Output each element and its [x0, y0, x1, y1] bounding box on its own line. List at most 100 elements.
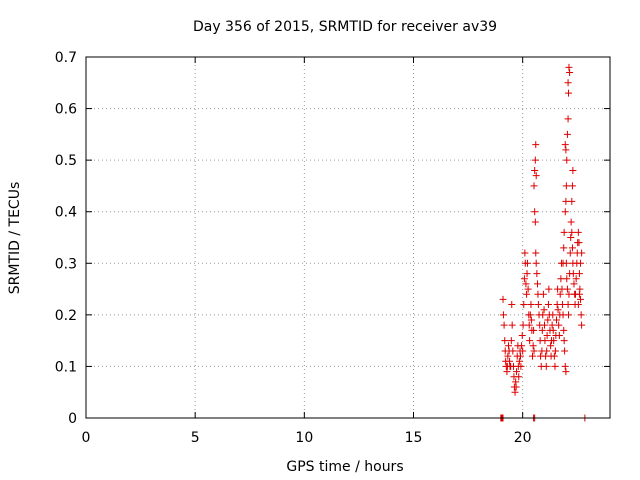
y-tick-label: 0.4 — [55, 205, 77, 221]
data-point — [554, 306, 562, 314]
data-point — [564, 115, 572, 123]
data-point — [565, 89, 573, 97]
data-point — [508, 321, 516, 329]
data-point — [565, 311, 573, 319]
data-point — [570, 280, 578, 288]
data-point — [561, 141, 569, 149]
data-point — [499, 311, 507, 319]
data-point — [549, 311, 557, 319]
data-point — [562, 259, 570, 267]
data-point — [564, 79, 572, 87]
y-axis-label: SRMTID / TECUs — [7, 182, 23, 295]
y-tick-label: 0.6 — [55, 102, 77, 118]
data-point — [551, 347, 559, 355]
data-point — [577, 259, 585, 267]
data-point — [561, 208, 569, 216]
data-point — [523, 259, 531, 267]
data-point — [555, 321, 563, 329]
data-point — [532, 141, 540, 149]
data-point — [526, 311, 534, 319]
data-point — [534, 280, 542, 288]
data-point — [567, 234, 575, 241]
data-point — [520, 275, 528, 283]
data-point — [575, 270, 583, 278]
data-point — [563, 130, 571, 138]
data-point — [562, 368, 570, 376]
plot-frame — [85, 56, 611, 419]
data-point — [523, 290, 531, 298]
y-tick-label: 0.3 — [55, 256, 77, 272]
data-point — [543, 331, 551, 339]
data-point — [550, 337, 558, 345]
y-tick-label: 0 — [68, 411, 77, 427]
data-point — [577, 295, 585, 303]
data-point — [507, 337, 515, 345]
data-point — [527, 301, 535, 309]
data-point — [549, 326, 557, 334]
grid-lines — [86, 57, 610, 418]
data-point — [529, 342, 537, 350]
data-point — [568, 244, 576, 252]
data-point — [527, 316, 535, 324]
data-point — [539, 290, 547, 298]
x-tick-label: 0 — [82, 430, 91, 446]
data-point — [516, 352, 524, 360]
x-tick-label: 15 — [405, 430, 423, 446]
data-point — [544, 301, 552, 309]
data-point — [530, 347, 538, 355]
data-point — [540, 306, 548, 314]
data-point — [541, 321, 548, 329]
data-point — [531, 218, 539, 226]
data-point — [557, 275, 565, 283]
data-point — [574, 301, 582, 309]
x-axis-label: GPS time / hours — [286, 459, 403, 475]
data-point — [519, 347, 527, 355]
data-point — [575, 290, 583, 298]
data-points — [497, 63, 589, 422]
x-tick-label: 10 — [295, 430, 313, 446]
data-point — [531, 156, 539, 164]
data-point — [511, 388, 519, 396]
data-point — [532, 172, 540, 180]
data-point — [509, 347, 517, 355]
data-point — [568, 182, 576, 190]
data-point — [539, 311, 547, 319]
y-tick-label: 0.1 — [55, 359, 77, 375]
data-point — [517, 362, 525, 370]
y-tick-label: 0.7 — [55, 50, 77, 66]
data-point — [562, 182, 570, 190]
data-point — [524, 285, 532, 293]
data-point — [508, 301, 516, 309]
data-point — [504, 342, 512, 350]
data-point — [501, 337, 509, 345]
data-point — [519, 321, 527, 329]
data-point — [569, 270, 577, 278]
data-point — [522, 280, 530, 288]
data-point — [521, 249, 529, 257]
data-point — [556, 290, 564, 298]
data-point — [515, 357, 523, 365]
data-point — [563, 156, 571, 164]
data-point — [500, 321, 508, 329]
data-point — [530, 182, 538, 190]
data-point — [566, 249, 574, 257]
data-point — [568, 197, 576, 205]
data-point — [566, 68, 574, 76]
data-point — [563, 275, 571, 283]
data-point — [560, 228, 568, 236]
data-point — [555, 331, 563, 339]
data-point — [563, 285, 571, 293]
data-point — [561, 362, 569, 370]
data-point — [534, 301, 542, 309]
data-point — [518, 342, 526, 350]
axis-ticks: 0 0.1 0.2 0.3 0.4 0.5 0.6 0.7 0 5 10 15 20 — [55, 50, 610, 446]
chart-title: Day 356 of 2015, SRMTID for receiver av3… — [193, 19, 497, 35]
data-point — [577, 311, 585, 319]
data-point — [525, 321, 533, 329]
data-point — [578, 249, 586, 257]
data-point — [518, 331, 526, 339]
data-point — [512, 383, 520, 391]
data-point — [523, 270, 531, 278]
data-point — [541, 337, 549, 345]
